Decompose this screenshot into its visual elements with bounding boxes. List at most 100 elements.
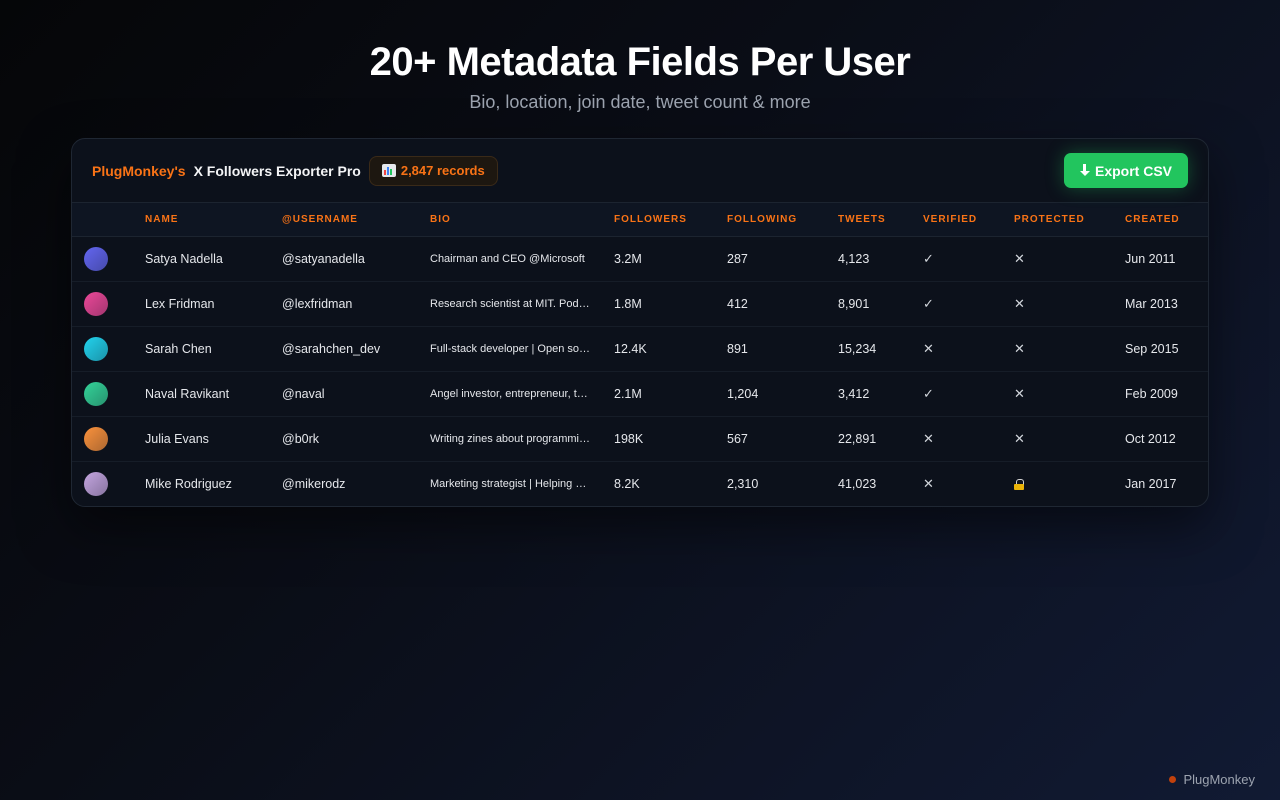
cell-name: Naval Ravikant xyxy=(145,370,282,416)
cell-followers: 2.1M xyxy=(614,370,727,416)
bar-chart-icon xyxy=(381,164,396,177)
download-arrow-icon xyxy=(1079,164,1090,177)
export-csv-label: Export CSV xyxy=(1094,162,1172,179)
avatar-cell xyxy=(72,280,145,326)
followers-table: Name @Username Bio Followers Following Tweets… xyxy=(72,203,1208,506)
cell-followers: 3.2M xyxy=(614,251,642,266)
cell-name: Satya Nadella xyxy=(145,251,223,266)
avatar-cell xyxy=(72,325,145,371)
cell-following: 567 xyxy=(727,415,838,461)
avatar xyxy=(84,336,108,361)
cell-username: @b0rk xyxy=(282,415,430,461)
cell-followers: 12.4K xyxy=(614,325,727,371)
cell-tweets: 22,891 xyxy=(838,415,923,461)
table-row[interactable]: Mike Rodriguez @mikerodz Marketing strateg… xyxy=(72,460,1208,506)
exporter-panel: PlugMonkey's X Followers Exporter Pro 2,… xyxy=(71,138,1209,507)
footer-brand-name: PlugMonkey xyxy=(1183,772,1255,787)
table-row[interactable]: Naval Ravikant @naval Angel investor, entr… xyxy=(72,370,1208,416)
cell-created: Sep 2015 xyxy=(1125,325,1208,371)
avatar xyxy=(84,426,108,451)
cell-created: Feb 2009 xyxy=(1125,370,1208,416)
avatar-cell xyxy=(72,460,145,506)
table-row[interactable]: Satya Nadella @satyanadella Chairman and C… xyxy=(72,236,1208,281)
table-row[interactable]: Sarah Chen @sarahchen_dev Full-stack devel… xyxy=(72,325,1208,371)
cell-protected: ✕ xyxy=(1014,250,1025,266)
page-subtitle: Bio, location, join date, tweet count & … xyxy=(469,92,811,112)
cell-tweets: 8,901 xyxy=(838,280,923,326)
cell-following: 891 xyxy=(727,325,838,371)
avatar-cell xyxy=(72,415,145,461)
cell-following: 1,204 xyxy=(727,370,838,416)
cell-username: @lexfridman xyxy=(282,280,430,326)
cell-followers: 8.2K xyxy=(614,460,727,506)
cell-followers: 1.8M xyxy=(614,280,727,326)
column-header-protected: Protected xyxy=(1014,203,1125,237)
cell-protected xyxy=(1014,460,1125,506)
column-header-followers: Followers xyxy=(614,203,727,237)
cell-name: Julia Evans xyxy=(145,415,282,461)
records-badge: 2,847 records xyxy=(368,155,498,186)
cell-tweets: 4,123 xyxy=(838,251,870,266)
column-header-avatar xyxy=(72,203,145,237)
cell-protected: ✕ xyxy=(1014,370,1125,416)
table-row[interactable]: Lex Fridman @lexfridman Research scientist… xyxy=(72,280,1208,326)
cell-username: @sarahchen_dev xyxy=(282,325,430,371)
cell-username: @naval xyxy=(282,370,430,416)
brand-name: PlugMonkey's xyxy=(92,162,186,179)
cell-verified: ✕ xyxy=(923,415,1014,461)
cell-verified: ✓ xyxy=(923,280,1014,326)
cell-protected: ✕ xyxy=(1014,280,1125,326)
cell-bio: Research scientist at MIT. Podcast host xyxy=(430,280,614,326)
avatar-cell xyxy=(72,370,145,416)
cell-tweets: 3,412 xyxy=(838,370,923,416)
avatar xyxy=(84,381,108,406)
column-header-verified: Verified xyxy=(923,203,1014,237)
brand-dot-icon xyxy=(1169,776,1177,783)
cell-verified: ✕ xyxy=(923,460,1014,506)
column-header-following: Following xyxy=(727,203,838,237)
export-csv-button[interactable]: Export CSV xyxy=(1063,153,1188,188)
panel-header: PlugMonkey's X Followers Exporter Pro 2,… xyxy=(72,139,1208,203)
cell-name: Lex Fridman xyxy=(145,280,282,326)
column-header-tweets: Tweets xyxy=(838,203,923,237)
cell-following: 287 xyxy=(727,251,748,266)
column-header-bio: Bio xyxy=(430,203,614,237)
cell-following: 412 xyxy=(727,280,838,326)
cell-following: 2,310 xyxy=(727,460,838,506)
cell-bio: Full-stack developer | Open source xyxy=(430,325,614,371)
cell-created: Mar 2013 xyxy=(1125,280,1208,326)
cell-verified: ✓ xyxy=(923,250,934,266)
cell-created: Jan 2017 xyxy=(1125,460,1208,506)
cell-bio: Angel investor, entrepreneur, thinker xyxy=(430,370,614,416)
column-header-username: @Username xyxy=(282,203,430,237)
lock-icon xyxy=(1014,479,1024,491)
cell-created: Oct 2012 xyxy=(1125,415,1208,461)
cell-bio: Chairman and CEO @Microsoft xyxy=(430,252,585,265)
cell-tweets: 41,023 xyxy=(838,460,923,506)
table-row[interactable]: Julia Evans @b0rk Writing zines about prog… xyxy=(72,415,1208,461)
cell-protected: ✕ xyxy=(1014,325,1125,371)
page-title: 20+ Metadata Fields Per User xyxy=(369,40,911,84)
column-header-name: Name xyxy=(145,203,282,237)
column-header-created: Created xyxy=(1125,203,1208,237)
table-header-row: Name @Username Bio Followers Following Tweets… xyxy=(72,203,1208,237)
cell-name: Mike Rodriguez xyxy=(145,460,282,506)
cell-username: @satyanadella xyxy=(282,251,365,266)
cell-tweets: 15,234 xyxy=(838,325,923,371)
cell-followers: 198K xyxy=(614,415,727,461)
avatar xyxy=(84,471,108,496)
avatar-cell xyxy=(72,236,145,281)
records-count: 2,847 records xyxy=(400,163,485,178)
avatar xyxy=(84,291,108,316)
cell-verified: ✓ xyxy=(923,370,1014,416)
avatar xyxy=(84,246,108,271)
cell-protected: ✕ xyxy=(1014,415,1125,461)
cell-name: Sarah Chen xyxy=(145,325,282,371)
cell-created: Jun 2011 xyxy=(1125,251,1176,266)
footer-brand: PlugMonkey xyxy=(1169,772,1255,787)
cell-username: @mikerodz xyxy=(282,460,430,506)
cell-bio: Writing zines about programming xyxy=(430,415,614,461)
cell-verified: ✕ xyxy=(923,325,1014,371)
app-name: X Followers Exporter Pro xyxy=(193,162,361,179)
cell-bio: Marketing strategist | Helping brands gr… xyxy=(430,460,614,506)
